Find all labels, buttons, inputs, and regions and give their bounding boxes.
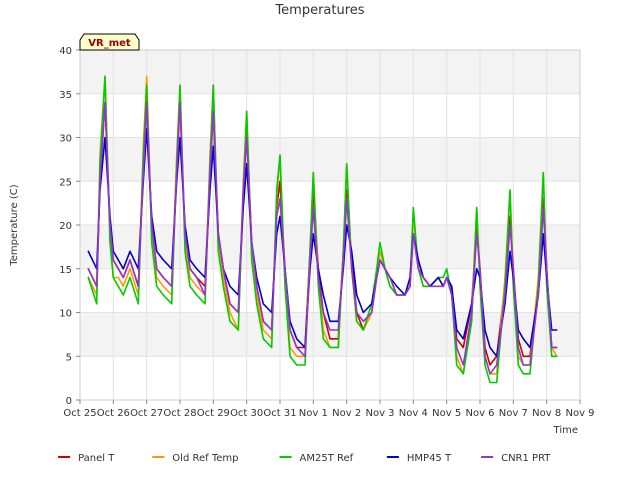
series-line-cnr1-prt: [87, 101, 558, 375]
x-tick-label: Nov 7: [499, 408, 528, 419]
legend-item-panel-t: Panel T: [58, 453, 115, 464]
y-tick-label: 10: [59, 309, 72, 320]
plot-band: [80, 356, 580, 400]
x-tick-label: Nov 5: [432, 408, 461, 419]
plot-band: [80, 137, 580, 182]
x-tick-label: Nov 3: [365, 408, 394, 419]
x-tick-label: Nov 9: [565, 408, 594, 419]
legend-label: CNR1 PRT: [501, 453, 551, 464]
x-tick-label: Oct 28: [163, 408, 196, 419]
plot-band: [80, 268, 580, 313]
annotation-shape: [79, 33, 140, 51]
y-axis: 0 5 10 15 20 25 30 35 40: [59, 46, 80, 407]
x-tick-label: Nov 6: [465, 408, 494, 419]
legend-item-am25t-ref: AM25T Ref: [279, 453, 354, 464]
y-tick-label: 20: [59, 221, 72, 232]
legend-label: Old Ref Temp: [172, 453, 238, 464]
x-axis-label: Time: [553, 425, 578, 436]
y-tick-label: 40: [59, 46, 72, 57]
x-tick-label: Nov 1: [299, 408, 328, 419]
series-line-hmp45-t: [87, 128, 558, 358]
x-tick-label: Oct 27: [130, 408, 163, 419]
x-tick-label: Nov 8: [532, 408, 561, 419]
y-tick-label: 0: [66, 396, 72, 407]
y-tick-label: 15: [59, 265, 72, 276]
y-tick-label: 5: [66, 352, 72, 363]
legend-item-hmp45-t: HMP45 T: [386, 453, 452, 464]
plot-band: [80, 93, 580, 138]
plot-band: [80, 225, 580, 269]
legend-label: AM25T Ref: [300, 453, 354, 464]
plot-band: [80, 181, 580, 225]
x-tick-label: Oct 31: [263, 408, 296, 419]
legend-label: Panel T: [78, 453, 115, 464]
annotation-box: VR_met: [79, 33, 140, 51]
y-axis-label: Temperature (C): [9, 184, 20, 266]
x-axis: Oct 25 Oct 26 Oct 27 Oct 28 Oct 29 Oct 30 Oct …: [63, 400, 595, 419]
legend-label: HMP45 T: [407, 453, 452, 464]
legend: Panel T Old Ref Temp AM25T Ref HMP45 T CNR1 …: [58, 453, 551, 464]
legend-item-cnr1-prt: CNR1 PRT: [481, 453, 551, 464]
x-tick-label: Oct 29: [197, 408, 230, 419]
y-tick-label: 25: [59, 177, 72, 188]
series-group: [87, 75, 558, 384]
x-tick-label: Oct 30: [230, 408, 263, 419]
legend-item-old-ref-temp: Old Ref Temp: [152, 453, 238, 464]
x-tick-label: Oct 25: [63, 408, 96, 419]
y-tick-label: 35: [59, 90, 72, 101]
plot-band: [80, 50, 580, 94]
x-tick-label: Nov 4: [399, 408, 428, 419]
x-tick-label: Nov 2: [332, 408, 361, 419]
chart-title: Temperatures: [274, 3, 364, 18]
annotation-label: VR_met: [88, 38, 131, 49]
y-tick-label: 30: [59, 134, 72, 145]
x-tick-label: Oct 26: [97, 408, 130, 419]
